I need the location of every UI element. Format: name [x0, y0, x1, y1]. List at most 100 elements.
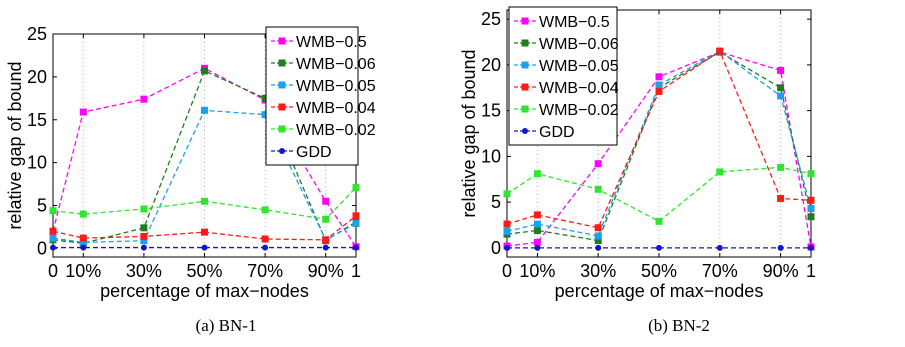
chart-panel-bn2: 0 5 10 15 20 25 0 10% 30% 50% 70% 90% 1 percentage of…	[453, 0, 905, 347]
data-point	[49, 234, 57, 242]
data-point	[322, 244, 329, 251]
data-point	[261, 94, 269, 102]
data-point	[534, 244, 541, 251]
legend-marker	[278, 81, 286, 89]
x-tick-label: 30%	[126, 261, 162, 281]
x-tick-label: 0	[48, 261, 58, 281]
data-point	[808, 244, 814, 251]
legend-label: WMB−0.5	[539, 14, 610, 31]
y-tick-label: 10	[27, 153, 47, 173]
data-point	[261, 206, 269, 214]
data-point	[353, 244, 359, 251]
data-point	[807, 196, 815, 204]
legend-box	[508, 6, 618, 146]
y-tick-label: 0	[37, 238, 47, 258]
legend-label: GDD	[539, 124, 575, 141]
data-point	[655, 87, 663, 95]
data-point	[533, 170, 541, 178]
data-point	[503, 227, 511, 235]
data-point	[777, 244, 784, 251]
x-tick-label: 1	[351, 261, 361, 281]
data-point	[594, 232, 602, 240]
data-point	[533, 211, 541, 219]
legend-label: WMB−0.06	[296, 56, 376, 73]
y-axis-label: relative gap of bound	[5, 61, 25, 229]
data-point	[201, 197, 208, 205]
x-tick-label: 50%	[186, 261, 222, 281]
data-point	[50, 244, 56, 251]
x-tick-label: 70%	[247, 261, 283, 281]
y-tick-label: 5	[491, 192, 501, 212]
chart-bn1: 0 5 10 15 20 25 0 10% 30% 50% 70% 90% 1 percentage of…	[5, 24, 376, 301]
legend-marker	[279, 148, 285, 154]
data-point	[261, 111, 269, 119]
legend-label: WMB−0.06	[539, 36, 619, 53]
data-point	[655, 81, 663, 89]
series-line	[52, 215, 357, 241]
x-tick-label: 0	[502, 261, 512, 281]
y-tick-label: 15	[27, 110, 47, 130]
data-point	[79, 210, 87, 218]
data-point	[352, 212, 360, 220]
data-point	[807, 170, 815, 178]
legend-label: WMB−0.05	[296, 78, 376, 95]
x-axis-label: percentage of max−nodes	[555, 281, 764, 301]
legend-marker	[521, 17, 529, 25]
data-point	[49, 227, 57, 235]
data-point	[594, 185, 602, 193]
legend-label: GDD	[296, 144, 332, 161]
y-tick-label: 25	[481, 9, 501, 29]
data-point	[503, 190, 511, 198]
data-point	[656, 244, 662, 251]
data-point	[352, 220, 360, 228]
legend-marker	[278, 125, 286, 133]
data-point	[594, 160, 602, 168]
legend-label: WMB−0.04	[296, 100, 376, 117]
data-point	[807, 213, 815, 221]
y-tick-label: 5	[37, 196, 47, 216]
x-tick-label: 70%	[702, 261, 738, 281]
data-point	[777, 66, 785, 74]
legend-label: WMB−0.5	[296, 34, 367, 51]
data-point	[504, 244, 510, 251]
data-point	[201, 67, 208, 75]
data-point	[655, 217, 663, 225]
data-point	[777, 84, 785, 92]
data-point	[140, 205, 148, 213]
legend-box	[265, 26, 359, 166]
data-point	[49, 207, 57, 215]
chart-bn2: 0 5 10 15 20 25 0 10% 30% 50% 70% 90% 1 percentage of…	[459, 6, 816, 301]
data-point	[80, 244, 87, 251]
x-tick-label: 90%	[763, 261, 799, 281]
y-tick-label: 15	[481, 101, 501, 121]
data-point	[807, 205, 815, 213]
x-tick-label: 10%	[519, 261, 555, 281]
data-point	[533, 238, 541, 246]
x-axis-label: percentage of max−nodes	[100, 281, 309, 301]
data-point	[79, 238, 87, 246]
y-tick-label: 20	[481, 55, 501, 75]
data-point	[140, 224, 148, 232]
data-point	[533, 226, 541, 234]
data-point	[201, 106, 208, 114]
x-tick-label: 1	[806, 261, 816, 281]
data-point	[716, 244, 723, 251]
x-tick-label: 30%	[580, 261, 616, 281]
data-point	[79, 234, 87, 242]
legend-marker	[522, 128, 528, 134]
y-tick-label: 0	[491, 238, 501, 258]
legend-marker	[521, 39, 529, 47]
data-point	[201, 228, 208, 236]
data-point	[716, 168, 724, 176]
legend-label: WMB−0.02	[296, 122, 376, 139]
legend-marker	[278, 59, 286, 67]
data-point	[655, 73, 663, 81]
data-point	[777, 194, 785, 202]
chart-caption: (b) BN-2	[648, 316, 710, 335]
legend-marker	[278, 37, 286, 45]
data-point	[140, 237, 148, 245]
legend-label: WMB−0.04	[539, 80, 619, 97]
legend-marker	[521, 105, 529, 113]
legend-marker	[278, 103, 286, 111]
legend-marker	[521, 83, 529, 91]
